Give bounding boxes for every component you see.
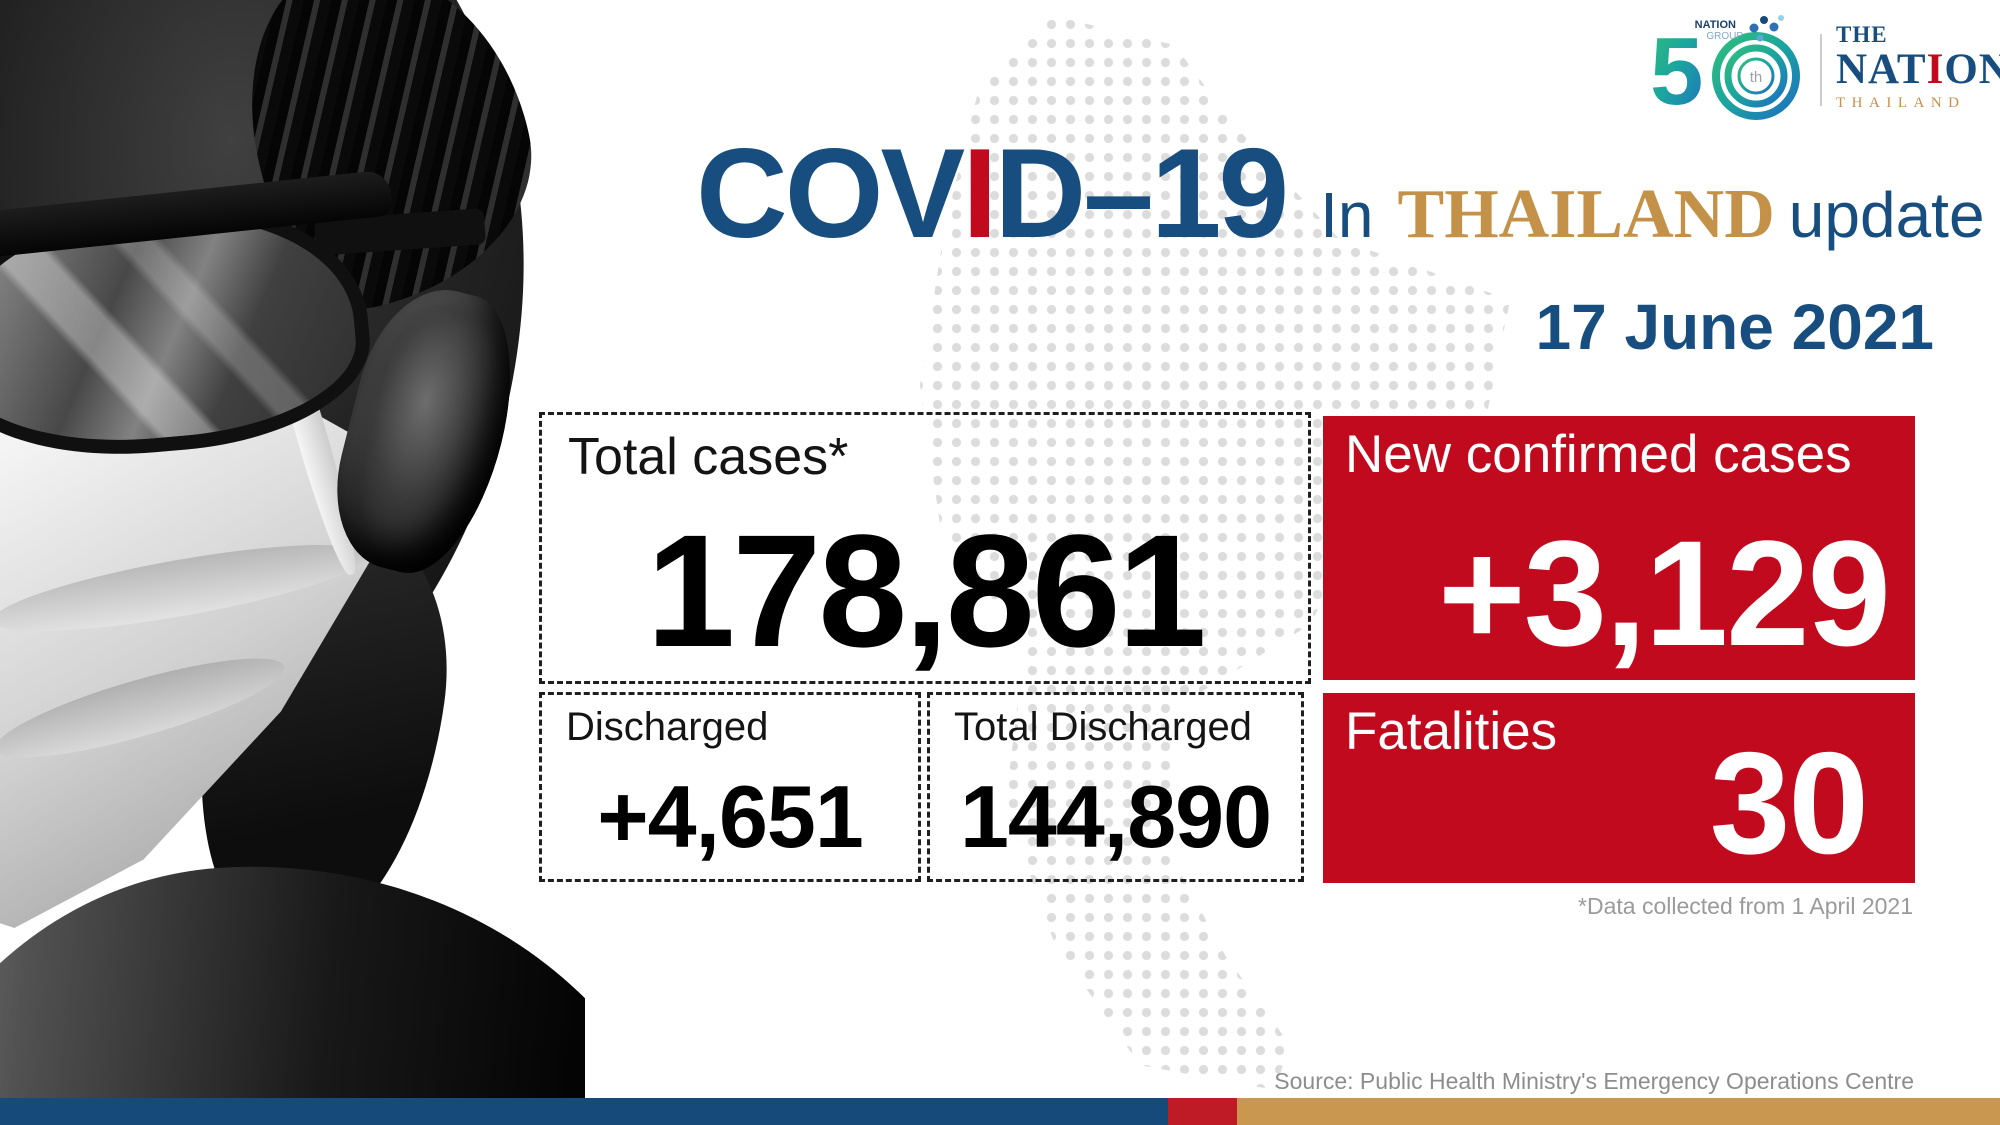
- title-thailand: THAILAND: [1397, 176, 1775, 253]
- fatalities-card: Fatalities 30: [1323, 693, 1915, 883]
- nation-thailand-logo: 5 th NATION GROUP THE NATION THAILAND: [1648, 12, 2000, 124]
- new-confirmed-cases-card: New confirmed cases +3,129: [1323, 416, 1915, 680]
- title-update: update: [1788, 179, 1985, 251]
- logo-divider: [1820, 34, 1822, 106]
- logo-wordmark: THE NATION THAILAND: [1836, 22, 2000, 112]
- total-cases-value: 178,861: [646, 501, 1206, 680]
- strip-blue-segment: [0, 1098, 1168, 1125]
- fatalities-value: 30: [1709, 722, 1869, 884]
- logo-the: THE: [1836, 22, 1888, 47]
- anniversary-th: th: [1750, 69, 1763, 86]
- nation-group-text-2: GROUP: [1706, 31, 1743, 42]
- total-discharged-label: Total Discharged: [954, 705, 1252, 749]
- discharged-card: Discharged +4,651: [539, 692, 921, 882]
- strip-gold-segment: [1237, 1098, 2000, 1125]
- nation-group-text-1: NATION: [1695, 19, 1736, 31]
- logo-nation: NATION: [1836, 46, 2000, 93]
- fatalities-label: Fatalities: [1345, 702, 1558, 761]
- nation-50th-anniversary-icon: 5 th NATION GROUP: [1650, 15, 1800, 124]
- source-credit: Source: Public Health Ministry's Emergen…: [1274, 1068, 1914, 1094]
- page-title: COVID–19 In THAILAND update: [696, 130, 1985, 257]
- person-photo: [0, 0, 585, 1100]
- report-date: 17 June 2021: [1535, 291, 1935, 363]
- new-confirmed-cases-value: +3,129: [1438, 509, 1891, 677]
- discharged-label: Discharged: [566, 705, 769, 749]
- logo-thailand: THAILAND: [1836, 95, 1966, 111]
- total-cases-label: Total cases*: [568, 428, 849, 486]
- discharged-value: +4,651: [597, 767, 864, 866]
- anniversary-5: 5: [1650, 18, 1703, 124]
- total-cases-card: Total cases* 178,861: [539, 412, 1311, 684]
- nation-group-dots-icon: [1749, 15, 1784, 42]
- title-red-i: I: [962, 122, 997, 264]
- title-in: In: [1320, 179, 1374, 251]
- title-covid19: COVID–19: [696, 122, 1289, 264]
- strip-red-segment: [1168, 1098, 1237, 1125]
- new-confirmed-cases-label: New confirmed cases: [1345, 425, 1852, 484]
- bottom-tricolor-strip: [0, 1098, 2000, 1125]
- data-footnote: *Data collected from 1 April 2021: [1578, 893, 1913, 919]
- total-discharged-value: 144,890: [959, 767, 1272, 866]
- total-discharged-card: Total Discharged 144,890: [927, 692, 1304, 882]
